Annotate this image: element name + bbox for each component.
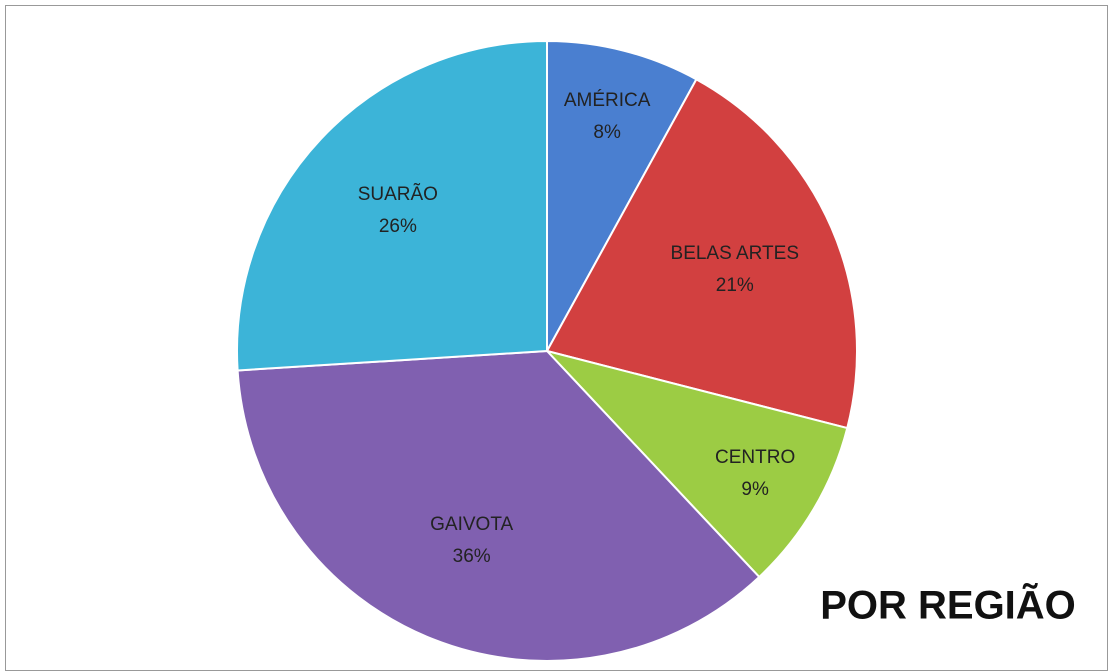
slice-label: CENTRO bbox=[715, 447, 795, 468]
pie-slice bbox=[543, 349, 849, 579]
pie-slice bbox=[236, 39, 548, 372]
slice-label: AMÉRICA bbox=[564, 90, 651, 111]
slice-label: SUARÃO bbox=[358, 183, 438, 205]
pie bbox=[236, 39, 858, 662]
pie-slice bbox=[236, 349, 761, 662]
slice-label: BELAS ARTES bbox=[671, 243, 800, 264]
slice-label: GAIVOTA bbox=[430, 514, 513, 535]
pie-slice bbox=[545, 77, 858, 430]
slice-value-label: 36% bbox=[453, 546, 491, 567]
pie-slice bbox=[546, 39, 698, 352]
slice-value-label: 8% bbox=[593, 122, 621, 143]
slice-value-label: 26% bbox=[379, 216, 417, 237]
slice-value-label: 9% bbox=[741, 479, 769, 500]
chart-title: POR REGIÃO bbox=[820, 582, 1076, 628]
slice-value-label: 21% bbox=[716, 275, 754, 296]
